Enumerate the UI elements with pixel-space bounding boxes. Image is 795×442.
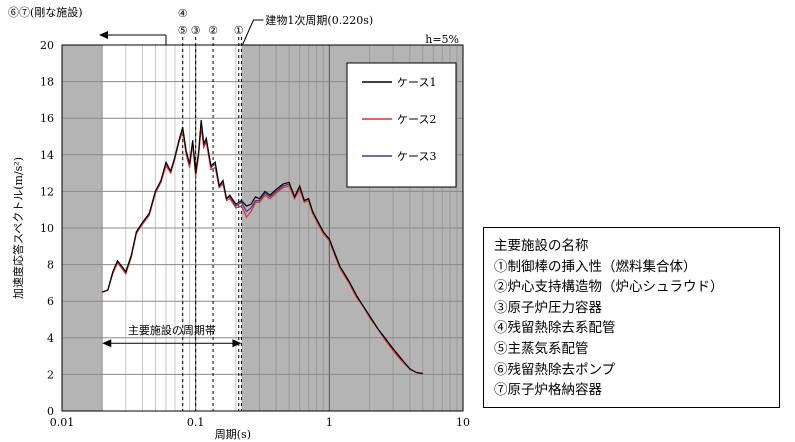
y-tick-label: 12 [40, 185, 54, 198]
band-arrow-right [232, 339, 242, 348]
marker-label: ⑤ [178, 24, 188, 37]
marker-label: ① [234, 24, 244, 37]
y-tick-label: 10 [40, 222, 54, 235]
y-tick-label: 8 [47, 259, 54, 272]
facility-item: ①制御棒の挿入性（燃料集合体） [494, 258, 697, 275]
y-tick-label: 4 [47, 332, 54, 345]
x-tick-label: 10 [456, 416, 470, 429]
y-tick-label: 14 [40, 149, 54, 162]
marker-label: ③ [191, 24, 201, 37]
y-tick-label: 0 [47, 405, 54, 418]
facility-legend: 主要施設の名称 ①制御棒の挿入性（燃料集合体） ②炉心支持構造物（炉心シュラウド… [483, 227, 780, 408]
y-tick-label: 16 [40, 112, 54, 125]
y-tick-label: 18 [40, 76, 54, 89]
facility-item: ⑥残留熱除去ポンプ [494, 361, 616, 378]
series-lines [102, 119, 423, 375]
facility-item: ⑦原子炉格納容器 [494, 382, 602, 399]
vertical-markers [182, 37, 242, 411]
facility-item: ③原子炉圧力容器 [494, 299, 602, 316]
y-tick-label: 6 [47, 295, 54, 308]
facility-item: ⑤主蒸気系配管 [494, 340, 589, 357]
x-axis-label: 周期(s) [215, 428, 251, 441]
series-line [102, 119, 423, 375]
damping-label: h=5% [425, 33, 459, 46]
tick-labels: 0 2 4 6 8 10 12 14 16 18 20 0.01 0.1 1 10 [40, 39, 470, 429]
band-label: 主要施設の周期帯 [128, 323, 216, 337]
annotations: ④ ⑤ ③ ② ① ⑥⑦(剛な施設) 建物1次周期(0.220s) 主要施設の周期帯 [8, 5, 373, 348]
x-tick-label: 1 [326, 416, 333, 429]
legend-label: ケース1 [397, 76, 436, 89]
building-period-leader [241, 19, 264, 46]
facility-item: ④残留熱除去系配管 [494, 320, 616, 337]
facility-item: ②炉心支持構造物（炉心シュラウド） [494, 279, 724, 296]
series-legend: ケース1 ケース2 ケース3 [346, 62, 457, 188]
y-axis-label: 加速度応答スペクトル(m/s²) [11, 157, 25, 299]
legend-label: ケース2 [397, 113, 436, 126]
x-tick-label: 0.1 [187, 416, 205, 429]
legend-label: ケース3 [397, 150, 436, 163]
series-line [102, 127, 423, 375]
rigid-label: ⑥⑦(剛な施設) [8, 5, 83, 19]
y-tick-label: 2 [47, 368, 54, 381]
y-tick-label: 20 [40, 39, 54, 52]
marker-label: ② [208, 24, 218, 37]
x-tick-label: 0.01 [50, 416, 75, 429]
building-period-label: 建物1次周期(0.220s) [265, 13, 373, 27]
facility-legend-title: 主要施設の名称 [494, 238, 589, 254]
band-arrow-left [102, 339, 112, 348]
rigid-arrow-head [99, 31, 108, 39]
legend-box [346, 62, 457, 188]
plot-frame [61, 44, 464, 412]
marker-label: ④ [178, 7, 188, 20]
